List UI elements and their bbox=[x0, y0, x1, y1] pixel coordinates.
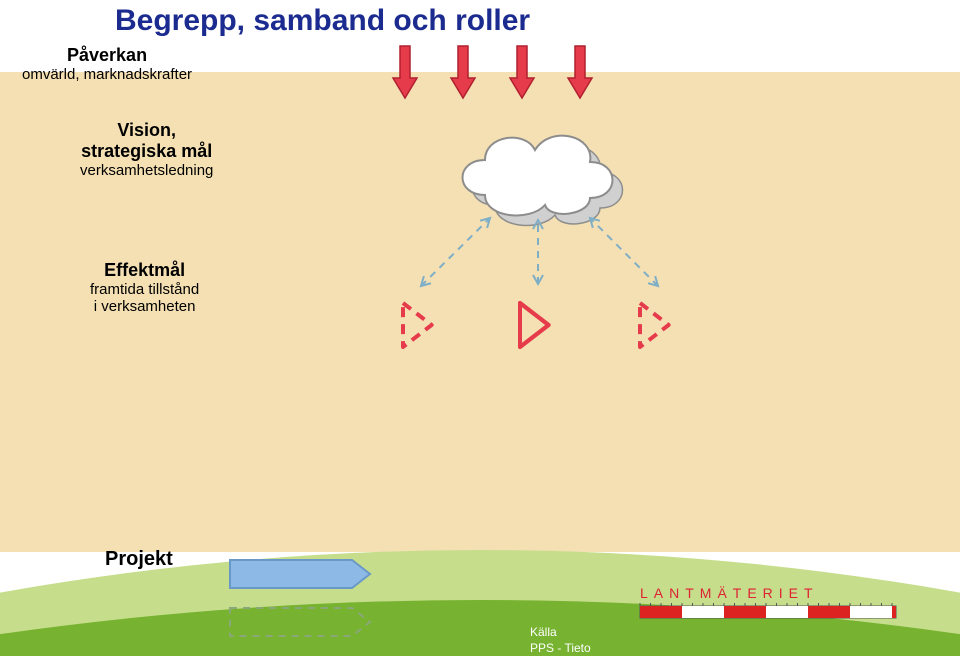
label-paverkan-sub: omvärld, marknadskrafter bbox=[22, 66, 192, 83]
label-paverkan-bold: Påverkan bbox=[22, 45, 192, 66]
diagram-root: Begrepp, samband och roller Påverkan omv… bbox=[0, 0, 960, 656]
label-vision-sub: verksamhetsledning bbox=[80, 162, 213, 179]
label-effekt-sub: framtida tillstånd i verksamheten bbox=[90, 281, 199, 315]
lantmateriet-logo-text: LANTMÄTERIET bbox=[640, 585, 819, 601]
label-projekt: Projekt bbox=[105, 548, 173, 571]
label-vision-bold: Vision, strategiska mål bbox=[80, 120, 213, 162]
label-vision: Vision, strategiska mål verksamhetsledni… bbox=[80, 120, 213, 179]
source-label: Källa PPS - Tieto bbox=[530, 625, 591, 656]
label-paverkan: Påverkan omvärld, marknadskrafter bbox=[22, 45, 192, 83]
label-effekt-bold: Effektmål bbox=[90, 260, 199, 281]
label-effekt: Effektmål framtida tillstånd i verksamhe… bbox=[90, 260, 199, 315]
page-title: Begrepp, samband och roller bbox=[115, 4, 530, 38]
